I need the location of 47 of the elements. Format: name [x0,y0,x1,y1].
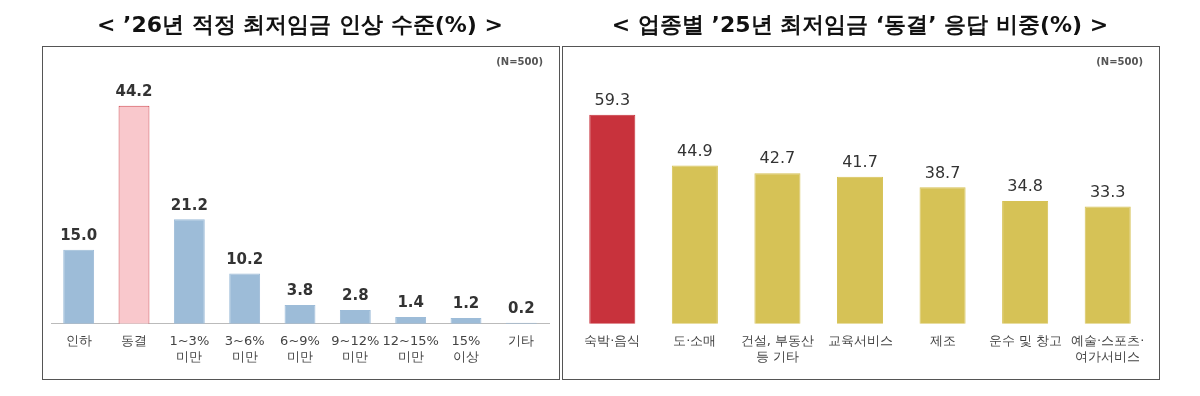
x-tick-label: 건설, 부동산 등 기타 [740,332,815,364]
x-tick-label: 교육서비스 [827,332,893,348]
bar [229,273,261,324]
bar [173,219,205,324]
bar [919,187,966,324]
x-tick-label: 9~12% 미만 [331,332,380,364]
data-label: 38.7 [924,162,961,182]
bar [1084,206,1131,324]
x-tick-label: 숙박·음식 [584,332,641,348]
chart-title: < ’26년 적정 최저임금 인상 수준(%) > [96,11,504,39]
x-tick-label: 6~9% 미만 [280,332,320,364]
x-tick-label: 1~3% 미만 [169,332,210,364]
data-label: 3.8 [286,281,314,300]
data-label: 44.2 [115,82,153,101]
x-tick-label: 예술·스포츠· 여가서비스 [1071,332,1145,364]
data-label: 59.3 [594,89,631,109]
data-label: 2.8 [342,286,369,305]
text: (N=500) [1096,55,1143,67]
data-label: 1.4 [397,293,424,312]
text: (N=500) [496,55,543,67]
x-tick-label: 인하 [65,332,92,348]
x-tick-label: 12~15% 미만 [382,332,439,364]
data-label: 0.2 [508,299,535,318]
x-tick-label: 운수 및 창고 [988,332,1062,348]
bar [1002,201,1049,324]
x-tick-label: 3~6% 미만 [224,332,265,364]
data-label: 44.9 [677,140,713,160]
x-tick-label: 동결 [121,332,147,348]
chart-title: < 업종별 ’25년 최저임금 ‘동결’ 응답 비중(%) > [610,11,1110,39]
data-label: 15.0 [60,226,98,245]
x-tick-label: 도·소매 [673,332,717,348]
bar [671,165,718,324]
x-tick-label: 15% 이상 [451,332,481,364]
bar [836,176,884,324]
bar [284,305,316,324]
data-label: 1.2 [452,294,480,313]
bar [589,114,636,324]
data-label: 34.8 [1007,176,1043,196]
data-label: 21.2 [170,195,208,214]
bar [339,309,371,324]
data-label: 41.7 [842,151,878,171]
x-tick-label: 제조 [929,332,956,348]
data-label: 33.3 [1089,181,1126,201]
data-label: 42.7 [759,148,796,168]
data-label: 10.2 [226,249,264,268]
bar [754,173,801,324]
x-tick-label: 기타 [508,332,535,348]
